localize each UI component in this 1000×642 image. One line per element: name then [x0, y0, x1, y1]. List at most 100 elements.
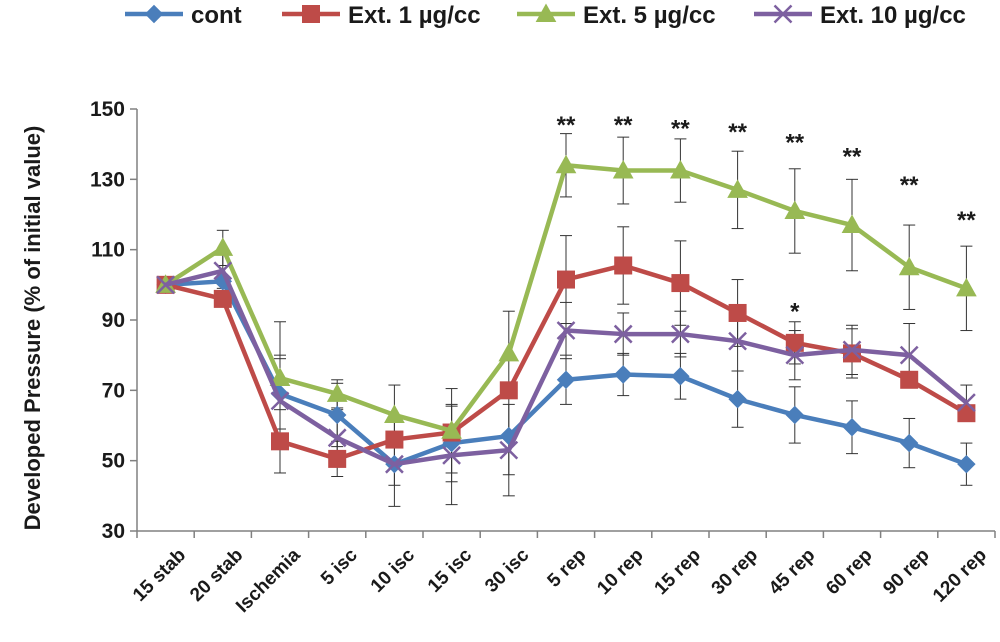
data-point [499, 381, 518, 400]
y-axis-label: Developed Pressure (% of initial value) [20, 126, 45, 531]
legend-label: Ext. 1 µg/cc [348, 2, 481, 29]
series-2 [155, 154, 977, 439]
data-point [156, 275, 175, 295]
significance-annotation: ** [843, 144, 862, 171]
x-tick-label: 45 rep [765, 545, 819, 599]
series-lines [155, 154, 977, 474]
y-axis: 30 50 70 90 110 130 150 [90, 98, 138, 543]
legend-marker [302, 5, 320, 23]
x-tick-label: 30 isc [481, 544, 534, 597]
significance-annotation: * [790, 298, 800, 325]
legend-marker [144, 4, 164, 24]
significance-annotation: ** [557, 112, 576, 139]
significance-annotation: ** [900, 172, 919, 199]
data-point [956, 277, 977, 297]
data-point [671, 367, 690, 386]
x-tick-label: 60 rep [822, 545, 876, 599]
data-point [328, 449, 347, 468]
data-point [900, 370, 919, 389]
legend-item: Ext. 10 µg/cc [754, 2, 966, 29]
data-point [728, 303, 747, 322]
data-point [213, 261, 233, 281]
legend-marker [535, 3, 557, 22]
significance-annotation: ** [957, 207, 976, 234]
data-point [499, 440, 519, 460]
legend-label: Ext. 10 µg/cc [820, 2, 966, 29]
data-point [385, 454, 404, 474]
y-tick-label: 90 [102, 309, 125, 332]
y-tick-label: 130 [90, 168, 125, 191]
data-point [728, 389, 747, 409]
data-point [785, 345, 805, 365]
y-tick-label: 110 [91, 239, 125, 262]
data-point [327, 428, 347, 448]
significance-annotation: ** [785, 130, 804, 157]
data-point [957, 393, 976, 413]
data-point [842, 418, 862, 437]
x-tick-label: 15 isc [424, 544, 477, 597]
data-point [213, 289, 232, 308]
data-point [899, 433, 919, 453]
data-point [785, 405, 805, 425]
x-tick-label: 5 isc [317, 544, 362, 589]
data-point [727, 179, 748, 198]
data-point [612, 160, 634, 179]
legend-marker [773, 4, 793, 24]
data-point [212, 237, 234, 256]
x-tick-label: 10 isc [367, 544, 420, 597]
y-tick-label: 70 [102, 379, 125, 402]
legend-item: cont [125, 2, 242, 29]
data-point [326, 383, 348, 402]
data-point [441, 420, 462, 439]
y-tick-label: 50 [102, 450, 125, 473]
data-point [671, 324, 690, 344]
x-tick-label: 15 stab [129, 545, 190, 606]
x-tick-label: 120 rep [929, 545, 991, 607]
x-tick-label: 90 rep [879, 545, 933, 599]
data-point [327, 405, 347, 425]
data-point [785, 333, 804, 352]
data-point [613, 365, 633, 384]
data-point [899, 345, 919, 365]
data-point [557, 270, 575, 289]
data-point [957, 454, 976, 474]
data-point [269, 367, 291, 387]
legend-label: cont [191, 2, 242, 29]
x-tick-label: 10 rep [593, 545, 647, 599]
data-point [555, 154, 577, 174]
data-point [843, 344, 861, 363]
data-point [957, 404, 976, 423]
legend-item: Ext. 1 µg/cc [282, 2, 481, 29]
legend-item: Ext. 5 µg/cc [517, 2, 716, 29]
data-point [385, 430, 404, 449]
data-point [498, 342, 520, 362]
significance-annotation: ** [614, 112, 633, 139]
legend-label: Ext. 5 µg/cc [583, 2, 716, 29]
x-tick-label: 15 rep [651, 545, 705, 599]
y-tick-label: 30 [102, 520, 125, 543]
data-point [728, 331, 747, 351]
data-point [898, 256, 920, 276]
data-point [556, 321, 576, 340]
series-3 [156, 261, 976, 474]
data-point [442, 446, 461, 465]
data-point [784, 200, 806, 219]
significance-annotations: ** ** ** ** ********* [557, 112, 977, 325]
data-point [384, 404, 405, 423]
significance-annotation: ** [671, 116, 690, 143]
data-point [270, 391, 290, 411]
y-tick-label: 150 [90, 98, 125, 121]
data-point [556, 370, 576, 389]
data-point [614, 256, 633, 275]
x-tick-label: 5 rep [544, 545, 591, 592]
data-point [613, 324, 633, 344]
significance-annotation: ** [728, 119, 747, 146]
data-point [841, 214, 863, 234]
legend: cont Ext. 1 µg/cc Ext. 5 µg/cc Ext. 10 µg/c… [125, 2, 966, 29]
data-point [842, 340, 862, 360]
data-point [670, 160, 691, 179]
data-point [671, 274, 690, 293]
data-point [271, 432, 289, 451]
